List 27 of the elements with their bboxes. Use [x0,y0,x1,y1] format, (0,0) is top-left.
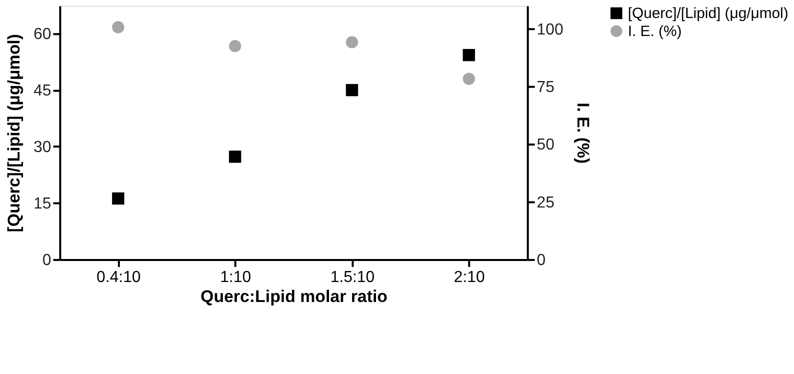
point [462,48,475,62]
y-axis-title: [Querc]/[Lipid] (μg/μmol) [4,34,24,232]
y2-axis-title: I. E. (%) [573,102,592,164]
y2-tick-label: 100 [536,21,564,38]
x-tick-label: 1.5:10 [330,268,375,286]
point [112,21,124,34]
x-tick-label: 2:10 [454,268,486,286]
y2-tick-label: 75 [536,78,555,96]
y-tick-label: 60 [34,26,52,44]
y-tick-label: 15 [34,195,52,212]
point [346,84,358,96]
x-tick-label: 0.4:10 [96,268,141,286]
x-axis-title: Querc:Lipid molar ratio [200,286,388,306]
legend-label: I. E. (%) [628,23,682,40]
y-tick-label: 0 [42,252,52,269]
point [112,192,124,205]
point [462,72,475,85]
y2-tick-label: 50 [536,136,555,154]
y-tick-label: 45 [34,82,52,100]
point [346,36,358,48]
point [228,150,242,163]
legend-label: [Querc]/[Lipid] (μg/μmol) [628,5,788,22]
y2-tick-label: 0 [536,252,546,269]
point [228,40,242,52]
y2-tick-label: 25 [536,194,555,212]
x-tick-label: 1:10 [220,268,252,286]
y-tick-label: 30 [34,139,52,156]
